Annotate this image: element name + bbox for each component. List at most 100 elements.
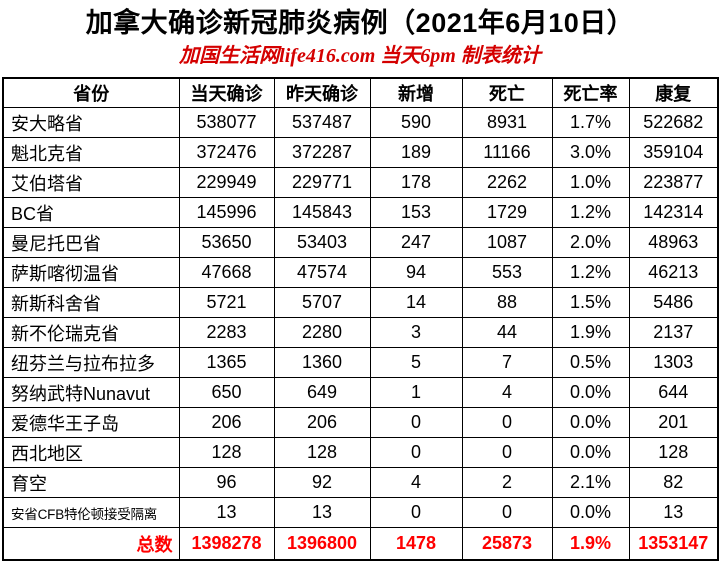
cell-today-confirmed: 1365	[178, 347, 275, 378]
cell-deaths: 44	[461, 317, 553, 348]
table-row: 新不伦瑞克省 2283 2280 3 44 1.9% 2137	[2, 317, 719, 348]
cell-deaths: 7	[461, 347, 553, 378]
table-row: 曼尼托巴省 53650 53403 247 1087 2.0% 48963	[2, 227, 719, 258]
cell-recovered: 223877	[628, 167, 719, 198]
table-row: 西北地区 128 128 0 0 0.0% 128	[2, 437, 719, 468]
table-row: 萨斯喀彻温省 47668 47574 94 553 1.2% 46213	[2, 257, 719, 288]
cell-recovered: 201	[628, 407, 719, 438]
table-total-row: 总数 1398278 1396800 1478 25873 1.9% 13531…	[2, 527, 719, 561]
cell-recovered: 128	[628, 437, 719, 468]
cell-death-rate: 0.0%	[551, 377, 630, 408]
cell-deaths: 2	[461, 467, 553, 498]
total-today-confirmed: 1398278	[178, 527, 275, 561]
covid-stats-table: 省份 当天确诊 昨天确诊 新增 死亡 死亡率 康复 安大略省 538077 53…	[2, 77, 719, 561]
header-deaths: 死亡	[461, 77, 553, 108]
cell-deaths: 88	[461, 287, 553, 318]
cell-new-cases: 247	[369, 227, 463, 258]
cell-yesterday-confirmed: 47574	[273, 257, 371, 288]
cell-yesterday-confirmed: 5707	[273, 287, 371, 318]
cell-death-rate: 0.5%	[551, 347, 630, 378]
cell-recovered: 48963	[628, 227, 719, 258]
cell-death-rate: 1.2%	[551, 257, 630, 288]
total-death-rate: 1.9%	[551, 527, 630, 561]
page-subtitle: 加国生活网life416.com 当天6pm 制表统计	[179, 45, 541, 67]
cell-death-rate: 0.0%	[551, 437, 630, 468]
cell-province: 育空	[2, 467, 180, 498]
cell-deaths: 1729	[461, 197, 553, 228]
table-row: 育空 96 92 4 2 2.1% 82	[2, 467, 719, 498]
cell-new-cases: 1	[369, 377, 463, 408]
cell-province: 爱德华王子岛	[2, 407, 180, 438]
cell-yesterday-confirmed: 537487	[273, 107, 371, 138]
cell-deaths: 8931	[461, 107, 553, 138]
cell-province: 魁北克省	[2, 137, 180, 168]
cell-recovered: 46213	[628, 257, 719, 288]
cell-province: 新斯科舍省	[2, 287, 180, 318]
cell-deaths: 0	[461, 407, 553, 438]
cell-recovered: 82	[628, 467, 719, 498]
cell-province: 萨斯喀彻温省	[2, 257, 180, 288]
cell-deaths: 0	[461, 437, 553, 468]
cell-province: 努纳武特Nunavut	[2, 377, 180, 408]
cell-today-confirmed: 13	[178, 497, 275, 528]
cell-death-rate: 2.1%	[551, 467, 630, 498]
cell-today-confirmed: 229949	[178, 167, 275, 198]
cell-new-cases: 0	[369, 407, 463, 438]
table-row: BC省 145996 145843 153 1729 1.2% 142314	[2, 197, 719, 228]
cell-yesterday-confirmed: 1360	[273, 347, 371, 378]
cell-yesterday-confirmed: 229771	[273, 167, 371, 198]
cell-death-rate: 0.0%	[551, 497, 630, 528]
cell-yesterday-confirmed: 2280	[273, 317, 371, 348]
cell-today-confirmed: 53650	[178, 227, 275, 258]
cell-new-cases: 189	[369, 137, 463, 168]
table-row: 艾伯塔省 229949 229771 178 2262 1.0% 223877	[2, 167, 719, 198]
cell-yesterday-confirmed: 649	[273, 377, 371, 408]
table-row: 魁北克省 372476 372287 189 11166 3.0% 359104	[2, 137, 719, 168]
cell-new-cases: 14	[369, 287, 463, 318]
header-new-cases: 新增	[369, 77, 463, 108]
cell-recovered: 1303	[628, 347, 719, 378]
cell-today-confirmed: 128	[178, 437, 275, 468]
cell-deaths: 0	[461, 497, 553, 528]
cell-province: 安大略省	[2, 107, 180, 138]
cell-death-rate: 3.0%	[551, 137, 630, 168]
table-row: 新斯科舍省 5721 5707 14 88 1.5% 5486	[2, 287, 719, 318]
table-row: 努纳武特Nunavut 650 649 1 4 0.0% 644	[2, 377, 719, 408]
cell-deaths: 1087	[461, 227, 553, 258]
cell-province: 纽芬兰与拉布拉多	[2, 347, 180, 378]
cell-today-confirmed: 2283	[178, 317, 275, 348]
cell-recovered: 5486	[628, 287, 719, 318]
cell-recovered: 2137	[628, 317, 719, 348]
cell-recovered: 359104	[628, 137, 719, 168]
total-deaths: 25873	[461, 527, 553, 561]
cell-yesterday-confirmed: 128	[273, 437, 371, 468]
total-new-cases: 1478	[369, 527, 463, 561]
cell-yesterday-confirmed: 145843	[273, 197, 371, 228]
cell-death-rate: 2.0%	[551, 227, 630, 258]
cell-today-confirmed: 47668	[178, 257, 275, 288]
total-label: 总数	[2, 527, 180, 561]
cell-province: BC省	[2, 197, 180, 228]
cell-recovered: 142314	[628, 197, 719, 228]
table-row: 安大略省 538077 537487 590 8931 1.7% 522682	[2, 107, 719, 138]
cell-recovered: 522682	[628, 107, 719, 138]
cell-deaths: 11166	[461, 137, 553, 168]
cell-death-rate: 1.7%	[551, 107, 630, 138]
cell-death-rate: 1.5%	[551, 287, 630, 318]
cell-province: 曼尼托巴省	[2, 227, 180, 258]
page-title: 加拿大确诊新冠肺炎病例（2021年6月10日）	[85, 8, 635, 38]
cell-yesterday-confirmed: 372287	[273, 137, 371, 168]
header-today-confirmed: 当天确诊	[178, 77, 275, 108]
cell-yesterday-confirmed: 13	[273, 497, 371, 528]
cell-today-confirmed: 5721	[178, 287, 275, 318]
cell-new-cases: 3	[369, 317, 463, 348]
cell-deaths: 553	[461, 257, 553, 288]
header-recovered: 康复	[628, 77, 719, 108]
cell-yesterday-confirmed: 92	[273, 467, 371, 498]
header-death-rate: 死亡率	[551, 77, 630, 108]
cell-province: 艾伯塔省	[2, 167, 180, 198]
table-row: 爱德华王子岛 206 206 0 0 0.0% 201	[2, 407, 719, 438]
cell-today-confirmed: 372476	[178, 137, 275, 168]
cell-recovered: 644	[628, 377, 719, 408]
cell-province: 安省CFB特伦顿接受隔离	[2, 497, 180, 528]
